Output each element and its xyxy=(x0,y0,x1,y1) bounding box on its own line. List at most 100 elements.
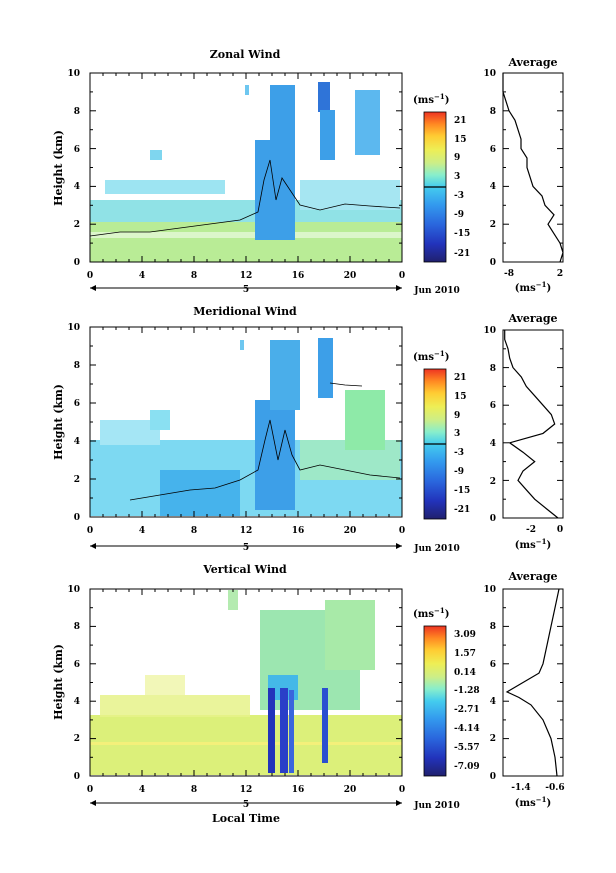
colorbar-tick-label: -15 xyxy=(454,229,470,239)
meridional-colorbar-unit: (ms−1) xyxy=(413,349,449,363)
profile-y-tick-label: 0 xyxy=(490,772,496,782)
y-tick-label: 0 xyxy=(74,258,80,268)
vertical-field xyxy=(322,688,328,763)
profile-y-tick-label: 8 xyxy=(490,107,496,117)
meridional-profile-line xyxy=(504,330,559,519)
vertical-field xyxy=(289,690,294,773)
vertical-profile-x-tick-label: -0.6 xyxy=(545,783,564,793)
colorbar-tick-label: -15 xyxy=(454,486,470,496)
profile-y-tick-label: 0 xyxy=(490,258,496,268)
x-tick-label: 8 xyxy=(191,526,197,536)
x-tick-label: 16 xyxy=(292,785,305,795)
zonal-heatmap xyxy=(89,82,402,262)
profile-y-tick-label: 6 xyxy=(490,401,496,411)
y-tick-label: 0 xyxy=(74,513,80,523)
meridional-y-axis-label: Height (km) xyxy=(52,384,65,460)
meridional-x-tick-labels: 0 4 8 12 16 20 0 xyxy=(87,526,405,536)
colorbar-tick-label: -3 xyxy=(454,448,464,458)
colorbar-tick-label: -21 xyxy=(454,249,470,259)
vertical-field xyxy=(90,742,402,745)
colorbar-tick-label: 9 xyxy=(454,153,460,163)
vertical-x-axis-label: Local Time xyxy=(212,812,280,825)
vertical-profile-x-tick-label: -1.4 xyxy=(511,783,530,793)
meridional-date-bar-right-arrow xyxy=(396,543,402,549)
profile-y-tick-label: 10 xyxy=(483,585,496,595)
profile-y-tick-label: 6 xyxy=(490,660,496,670)
x-tick-label: 4 xyxy=(139,271,145,281)
y-tick-label: 10 xyxy=(67,69,80,79)
zonal-y-tick-labels: 0 2 4 6 8 10 xyxy=(67,69,80,268)
profile-y-tick-label: 6 xyxy=(490,145,496,155)
colorbar-tick-label: -7.09 xyxy=(454,762,480,772)
meridional-profile-x-tick-label: 0 xyxy=(557,525,563,535)
vertical-field xyxy=(228,590,238,610)
colorbar-tick-label: -9 xyxy=(454,467,464,477)
x-tick-label: 4 xyxy=(139,526,145,536)
meridional-field xyxy=(270,340,300,410)
x-tick-label: 0 xyxy=(399,271,405,281)
colorbar-tick-label: 3 xyxy=(454,172,460,182)
colorbar-tick-label: -4.14 xyxy=(454,724,480,734)
x-tick-label: 0 xyxy=(399,785,405,795)
profile-y-tick-label: 4 xyxy=(490,697,496,707)
profile-y-tick-label: 4 xyxy=(490,439,496,449)
zonal-field xyxy=(90,232,402,238)
vertical-date-bar-left-arrow xyxy=(90,800,96,806)
profile-y-tick-label: 2 xyxy=(490,734,496,744)
colorbar-tick-label: 1.57 xyxy=(454,649,476,659)
vertical-y-axis-label: Height (km) xyxy=(52,644,65,720)
y-tick-label: 8 xyxy=(74,361,80,371)
meridional-field xyxy=(240,340,244,350)
colorbar-tick-label: 21 xyxy=(454,373,467,383)
meridional-date-label: 5 xyxy=(243,543,249,553)
meridional-title: Meridional Wind xyxy=(193,305,297,318)
vertical-field xyxy=(100,695,250,717)
meridional-heatmap xyxy=(90,338,402,516)
vertical-profile-y-labels: 0 2 4 6 8 10 xyxy=(483,585,496,782)
x-tick-label: 0 xyxy=(87,271,93,281)
colorbar-tick-label: 15 xyxy=(454,392,467,402)
colorbar-tick-label: 3.09 xyxy=(454,630,476,640)
zonal-field xyxy=(270,85,295,145)
x-tick-label: 0 xyxy=(87,526,93,536)
meridional-y-tick-labels: 0 2 4 6 8 10 xyxy=(67,323,80,523)
colorbar-tick-label: -21 xyxy=(454,505,470,515)
colorbar-tick-label: 21 xyxy=(454,116,467,126)
profile-y-tick-label: 10 xyxy=(483,326,496,336)
meridional-field xyxy=(345,390,385,450)
zonal-panel: Zonal Wind 0 4 8 12 16 20 0 xyxy=(52,48,564,296)
colorbar-tick-label: 0.14 xyxy=(454,668,476,678)
vertical-month-label: Jun 2010 xyxy=(413,801,460,811)
colorbar-tick-label: -9 xyxy=(454,210,464,220)
zonal-profile-x-tick-label: 2 xyxy=(557,269,563,279)
zonal-field xyxy=(300,180,400,210)
zonal-date-bar-right-arrow xyxy=(396,285,402,291)
x-tick-label: 0 xyxy=(399,526,405,536)
vertical-colorbar xyxy=(423,625,447,777)
x-tick-label: 20 xyxy=(344,785,357,795)
meridional-field xyxy=(255,400,295,510)
colorbar-tick-label: -2.71 xyxy=(454,705,480,715)
vertical-field xyxy=(325,600,375,670)
zonal-x-tick-labels: 0 4 8 12 16 20 0 xyxy=(87,271,405,281)
vertical-x-tick-labels: 0 4 8 12 16 20 0 xyxy=(87,785,405,795)
profile-y-tick-label: 2 xyxy=(490,220,496,230)
vertical-date-label: 5 xyxy=(243,800,249,810)
zonal-field xyxy=(320,110,335,160)
colorbar-tick-label: 3 xyxy=(454,429,460,439)
zonal-field xyxy=(150,150,162,160)
vertical-profile-line xyxy=(505,588,560,777)
zonal-field xyxy=(245,85,249,95)
vertical-date-bar-right-arrow xyxy=(396,800,402,806)
meridional-contour xyxy=(329,382,363,387)
vertical-title: Vertical Wind xyxy=(202,563,287,576)
meridional-profile-unit: (ms−1) xyxy=(515,537,551,551)
vertical-field xyxy=(280,688,288,773)
y-tick-label: 8 xyxy=(74,107,80,117)
profile-y-tick-label: 4 xyxy=(490,182,496,192)
zonal-profile-unit: (ms−1) xyxy=(515,280,551,294)
vertical-profile-title: Average xyxy=(507,570,557,583)
meridional-profile-x-tick-label: -2 xyxy=(526,525,536,535)
zonal-title: Zonal Wind xyxy=(210,48,281,61)
x-tick-label: 8 xyxy=(191,271,197,281)
